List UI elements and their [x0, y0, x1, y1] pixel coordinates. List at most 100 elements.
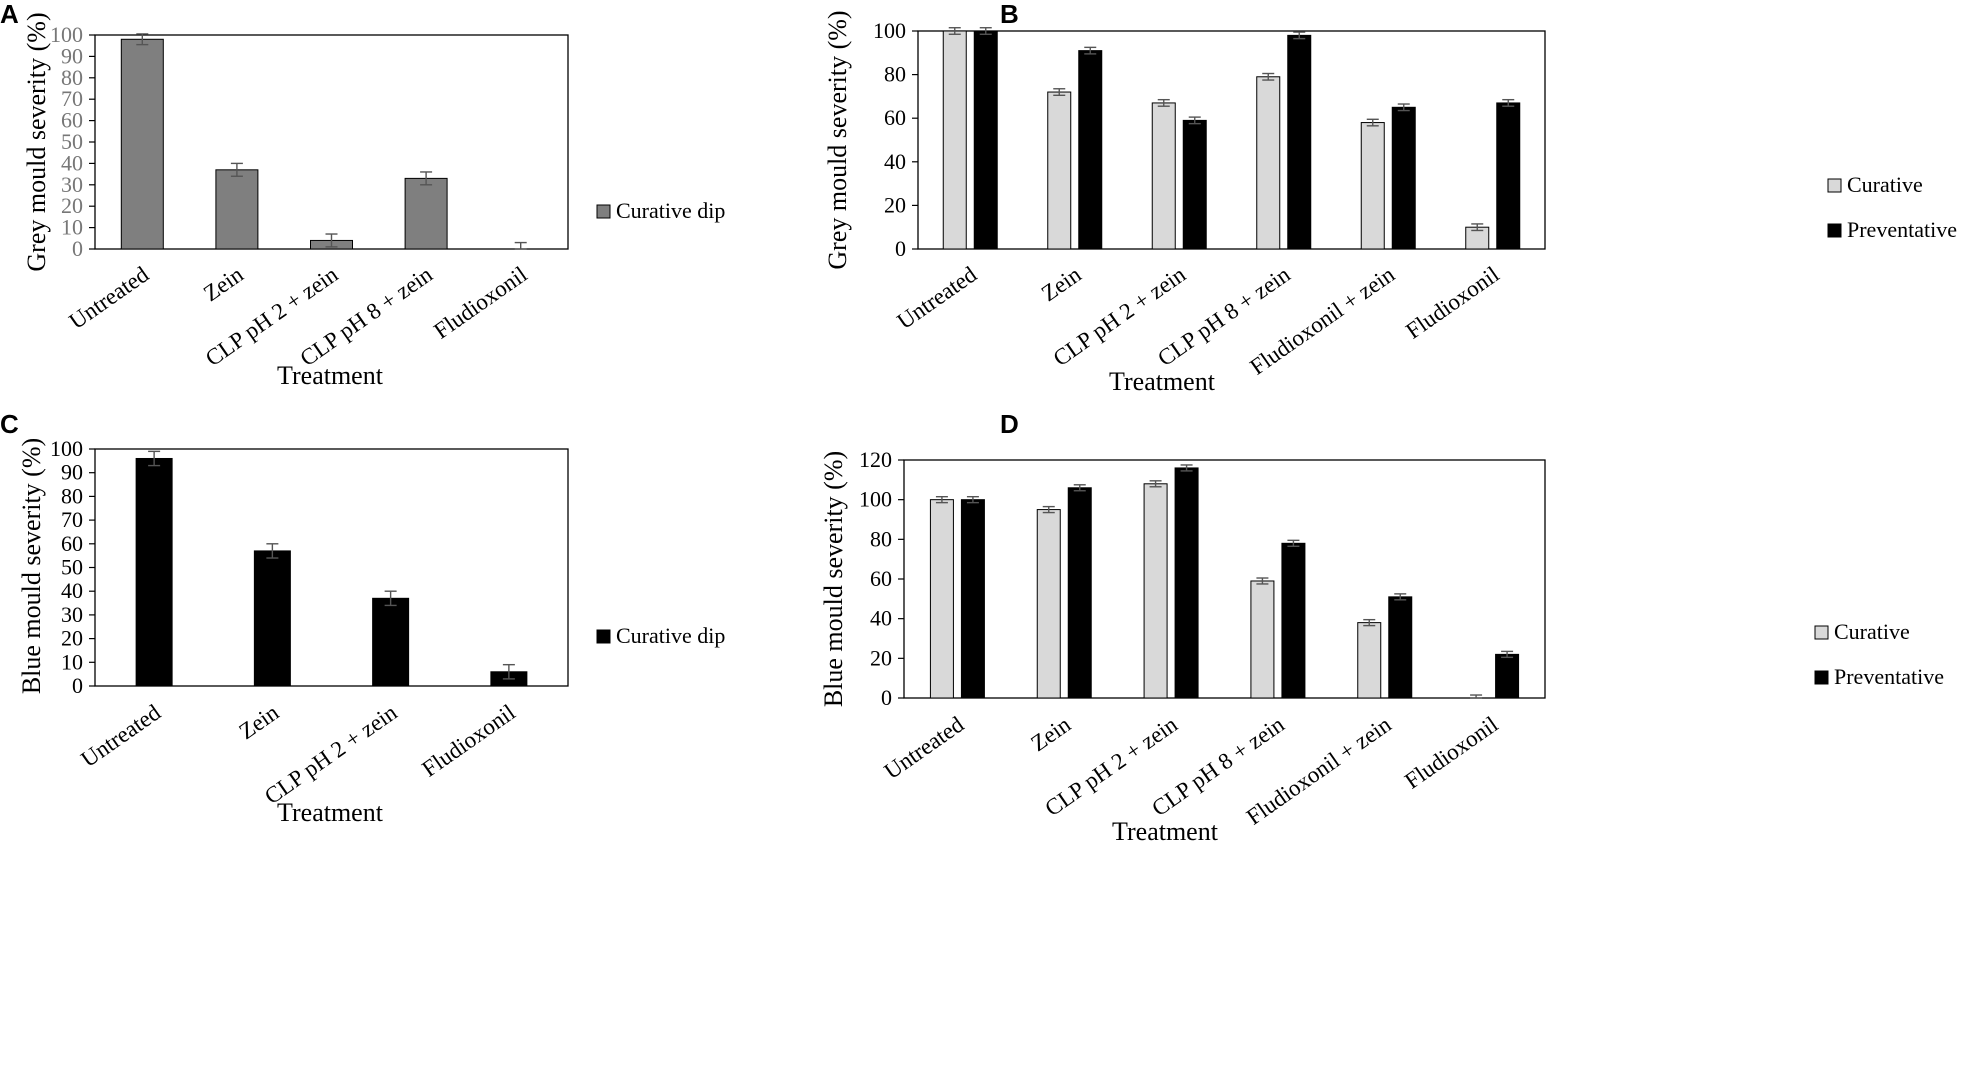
x-category-label: Zein — [1026, 711, 1075, 756]
legend-label: Curative — [1834, 619, 1910, 644]
y-tick-label: 50 — [61, 555, 83, 580]
y-tick-label: 70 — [61, 507, 83, 532]
bar-curative — [1357, 622, 1382, 699]
y-tick-label: 90 — [61, 460, 83, 485]
legend-swatch — [1827, 223, 1842, 238]
bar-curative — [929, 499, 954, 699]
y-axis-title: Blue mould severity (%) — [17, 438, 46, 694]
x-category-label: Fludioxonil — [417, 700, 519, 782]
bar-curative — [1036, 509, 1061, 699]
bar-preventative — [1391, 106, 1416, 250]
bar-preventative — [1067, 487, 1092, 699]
legend-swatch — [1814, 625, 1829, 640]
x-category-label: Untreated — [880, 711, 969, 784]
plot-frame — [917, 30, 1546, 250]
legend: Curative Preventative — [1827, 172, 1957, 242]
legend-label: Preventative — [1847, 217, 1957, 242]
y-tick-label: 40 — [884, 149, 906, 174]
plot-frame — [94, 34, 569, 250]
y-tick-label: 40 — [61, 150, 83, 175]
y-tick-label: 100 — [859, 487, 892, 512]
x-category-label: Fludioxonil — [1401, 262, 1503, 344]
legend-swatch — [1827, 178, 1842, 193]
bar-curative-dip — [120, 38, 164, 250]
y-tick-label: 20 — [870, 645, 892, 670]
y-tick-label: 120 — [859, 447, 892, 472]
y-tick-label: 90 — [61, 43, 83, 68]
bar-preventative — [1287, 34, 1312, 250]
legend: Curative dip — [596, 623, 725, 648]
x-axis-title: Treatment — [1112, 817, 1219, 846]
bar-curative — [1143, 483, 1168, 699]
y-tick-label: 10 — [61, 215, 83, 240]
x-axis-title: Treatment — [1109, 367, 1216, 396]
x-category-label: Zein — [234, 699, 283, 744]
y-axis-title: Grey mould severity (%) — [22, 12, 51, 271]
y-tick-label: 20 — [884, 192, 906, 217]
bar-curative — [1151, 102, 1176, 250]
bar-curative-dip — [372, 597, 410, 687]
y-tick-label: 80 — [61, 65, 83, 90]
x-axis-title: Treatment — [277, 798, 384, 827]
legend-label: Curative — [1847, 172, 1923, 197]
bar-curative — [1047, 91, 1072, 250]
bar-curative-dip — [215, 169, 259, 250]
bar-curative — [942, 30, 967, 250]
x-category-label: Fludioxonil — [1400, 712, 1502, 794]
legend-label: Curative dip — [616, 623, 725, 648]
y-tick-label: 0 — [72, 673, 83, 698]
bar-curative-dip — [135, 457, 173, 687]
panel-letter: B — [1000, 0, 1019, 29]
bar-curative — [1250, 580, 1275, 699]
y-axis-title: Blue mould severity (%) — [819, 451, 848, 707]
bar-preventative — [1182, 119, 1207, 250]
panel-letter: A — [0, 0, 19, 29]
x-category-label: Zein — [1037, 261, 1086, 306]
legend-label: Preventative — [1834, 664, 1944, 689]
panel-letter: C — [0, 409, 19, 439]
y-tick-label: 20 — [61, 626, 83, 651]
y-tick-label: 100 — [873, 18, 906, 43]
y-tick-label: 50 — [61, 129, 83, 154]
x-category-label: CLP pH 2 + zein — [260, 699, 402, 809]
legend: Curative Preventative — [1814, 619, 1944, 689]
y-tick-label: 60 — [884, 105, 906, 130]
y-tick-label: 30 — [61, 172, 83, 197]
bar-preventative — [973, 30, 998, 250]
legend-swatch — [596, 204, 611, 219]
bar-preventative — [1078, 50, 1103, 250]
y-tick-label: 0 — [72, 236, 83, 261]
bar-curative-dip — [404, 177, 448, 250]
bar-curative — [1360, 122, 1385, 250]
plot-frame — [903, 459, 1546, 699]
bar-preventative — [1495, 653, 1520, 699]
bar-preventative — [1388, 596, 1413, 699]
y-tick-label: 80 — [870, 526, 892, 551]
bar-curative — [1256, 76, 1281, 250]
y-tick-label: 100 — [50, 22, 83, 47]
y-tick-label: 60 — [870, 566, 892, 591]
panel-letter: D — [1000, 409, 1019, 439]
legend-swatch — [1814, 670, 1829, 685]
y-tick-label: 30 — [61, 602, 83, 627]
x-category-label: Untreated — [76, 699, 165, 772]
y-tick-label: 10 — [61, 649, 83, 674]
legend: Curative dip — [596, 198, 725, 223]
x-category-label: Untreated — [65, 261, 154, 334]
x-category-label: Fludioxonil — [429, 262, 531, 344]
bar-preventative — [960, 499, 985, 699]
bar-curative-dip — [253, 550, 291, 687]
bar-preventative — [1281, 542, 1306, 699]
x-category-label: Untreated — [892, 261, 981, 334]
x-axis-title: Treatment — [277, 361, 384, 390]
y-tick-label: 70 — [61, 86, 83, 111]
y-tick-label: 20 — [61, 193, 83, 218]
y-tick-label: 80 — [884, 62, 906, 87]
x-category-label: Zein — [199, 261, 248, 306]
y-axis-title: Grey mould severity (%) — [823, 10, 852, 269]
y-tick-label: 60 — [61, 108, 83, 133]
